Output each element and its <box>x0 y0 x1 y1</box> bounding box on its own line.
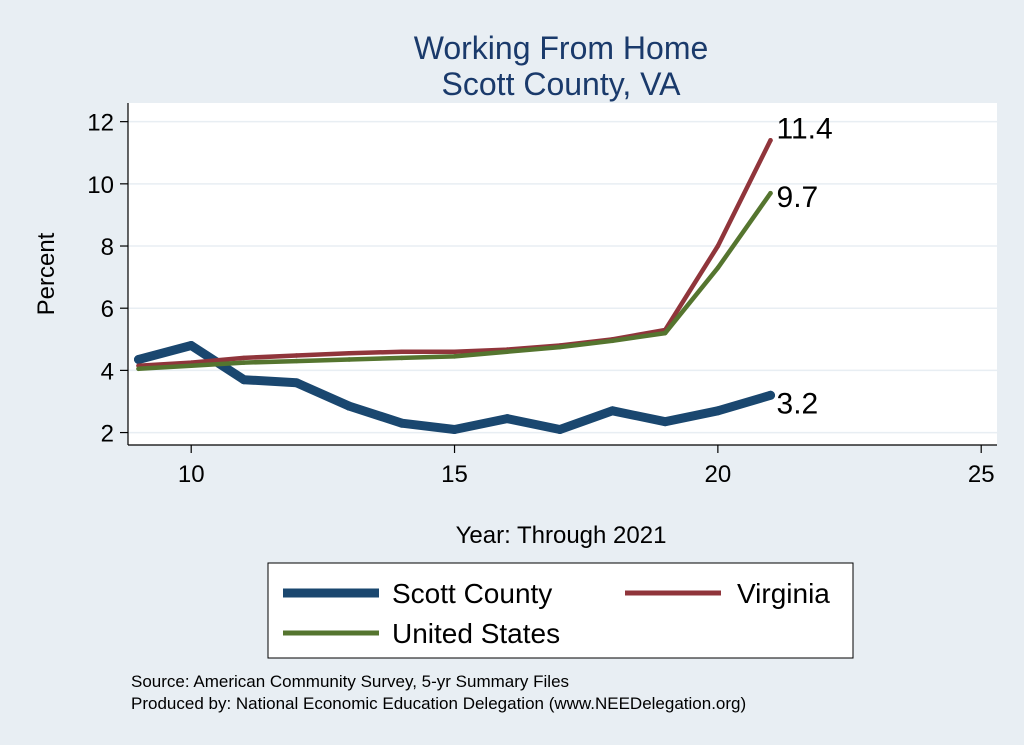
y-tick-label: 10 <box>87 172 114 199</box>
y-tick-label: 8 <box>101 234 114 261</box>
producer-note: Produced by: National Economic Education… <box>131 694 746 713</box>
data-point-united-states <box>504 349 510 354</box>
data-point-scott-county <box>186 341 196 351</box>
data-point-scott-county <box>660 417 670 427</box>
data-point-scott-county <box>450 424 460 434</box>
end-label-united-states: 9.7 <box>777 181 819 214</box>
y-tick-label: 6 <box>101 296 114 323</box>
legend-label-united-states: United States <box>392 618 560 649</box>
y-axis-ticks: 2 4 6 8 10 12 <box>87 110 128 448</box>
data-point-united-states <box>715 265 721 271</box>
data-point-scott-county <box>344 401 354 411</box>
chart-title: Working From Home <box>414 30 709 66</box>
data-point-virginia <box>241 355 247 361</box>
end-labels: 3.2 11.4 9.7 <box>777 112 833 420</box>
data-point-virginia <box>452 349 457 354</box>
gridlines <box>128 120 997 434</box>
series-lines <box>134 138 776 434</box>
data-point-scott-county <box>397 418 407 428</box>
y-axis-title: Percent <box>33 232 60 315</box>
data-point-scott-county <box>608 406 618 416</box>
data-point-scott-county <box>713 406 723 416</box>
x-tick-label: 10 <box>178 461 205 488</box>
x-tick-label: 15 <box>441 461 468 488</box>
data-point-virginia <box>294 353 299 358</box>
legend-label-virginia: Virginia <box>737 578 830 609</box>
data-point-scott-county <box>555 424 565 434</box>
legend: Scott County Virginia United States <box>267 562 854 659</box>
data-point-virginia <box>768 138 773 143</box>
data-point-united-states <box>768 190 773 196</box>
legend-box <box>267 562 854 659</box>
data-point-united-states <box>294 358 299 364</box>
data-point-united-states <box>610 338 615 344</box>
end-label-virginia: 11.4 <box>777 112 833 145</box>
chart-subtitle: Scott County, VA <box>442 66 682 102</box>
data-point-united-states <box>188 363 194 368</box>
data-point-scott-county <box>292 378 302 388</box>
end-label-scott-county: 3.2 <box>777 387 819 420</box>
y-tick-label: 4 <box>101 358 114 385</box>
data-point-united-states <box>557 344 563 350</box>
x-axis-ticks: 10 15 20 25 <box>178 445 995 488</box>
data-point-united-states <box>399 355 405 361</box>
x-tick-label: 20 <box>705 461 732 488</box>
data-point-united-states <box>136 366 141 372</box>
data-point-scott-county <box>766 390 776 400</box>
data-point-scott-county <box>239 375 249 385</box>
data-point-virginia <box>715 243 721 249</box>
source-note: Source: American Community Survey, 5-yr … <box>131 672 569 691</box>
legend-label-scott-county: Scott County <box>392 578 552 609</box>
data-point-scott-county <box>502 414 512 424</box>
x-tick-label: 25 <box>968 461 995 488</box>
data-point-virginia <box>399 349 405 354</box>
x-axis-title: Year: Through 2021 <box>456 522 667 549</box>
y-tick-label: 2 <box>101 421 114 448</box>
data-point-scott-county <box>134 355 144 364</box>
y-tick-label: 12 <box>87 110 114 137</box>
plot-area <box>128 103 997 445</box>
data-point-united-states <box>452 354 457 359</box>
data-point-united-states <box>241 360 247 365</box>
data-point-united-states <box>346 357 352 362</box>
data-point-united-states <box>662 330 668 336</box>
data-point-virginia <box>346 351 352 356</box>
